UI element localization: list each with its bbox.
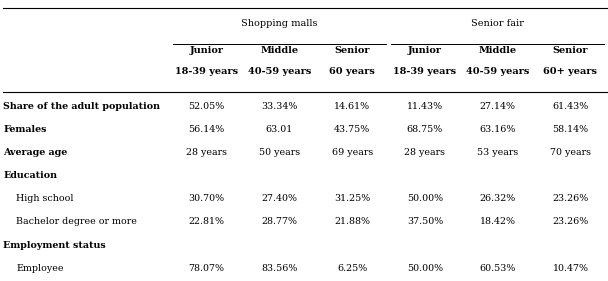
Text: 18.42%: 18.42%: [480, 217, 516, 226]
Text: Senior fair: Senior fair: [471, 19, 524, 28]
Text: 60 years: 60 years: [329, 67, 375, 76]
Text: 31.25%: 31.25%: [334, 194, 370, 203]
Text: 30.70%: 30.70%: [188, 194, 225, 203]
Text: 23.26%: 23.26%: [552, 217, 589, 226]
Text: High school: High school: [16, 194, 74, 203]
Text: 56.14%: 56.14%: [188, 125, 225, 134]
Text: 50.00%: 50.00%: [407, 194, 443, 203]
Text: 61.43%: 61.43%: [552, 102, 589, 111]
Text: 21.88%: 21.88%: [334, 217, 370, 226]
Text: Senior: Senior: [553, 46, 588, 55]
Text: 11.43%: 11.43%: [407, 102, 443, 111]
Text: 60.53%: 60.53%: [480, 264, 516, 273]
Text: Junior: Junior: [190, 46, 224, 55]
Text: 14.61%: 14.61%: [334, 102, 370, 111]
Text: 6.25%: 6.25%: [337, 264, 367, 273]
Text: 53 years: 53 years: [477, 148, 518, 157]
Text: 28 years: 28 years: [186, 148, 227, 157]
Text: 37.50%: 37.50%: [407, 217, 443, 226]
Text: 52.05%: 52.05%: [188, 102, 225, 111]
Text: 68.75%: 68.75%: [407, 125, 443, 134]
Text: 10.47%: 10.47%: [553, 264, 589, 273]
Text: Senior: Senior: [334, 46, 370, 55]
Text: 50.00%: 50.00%: [407, 264, 443, 273]
Text: Shopping malls: Shopping malls: [241, 19, 317, 28]
Text: 22.81%: 22.81%: [188, 217, 224, 226]
Text: 50 years: 50 years: [259, 148, 300, 157]
Text: Females: Females: [3, 125, 47, 134]
Text: 23.26%: 23.26%: [552, 194, 589, 203]
Text: 43.75%: 43.75%: [334, 125, 370, 134]
Text: Employment status: Employment status: [3, 241, 106, 250]
Text: 28.77%: 28.77%: [261, 217, 297, 226]
Text: Middle: Middle: [478, 46, 517, 55]
Text: Education: Education: [3, 171, 57, 180]
Text: 78.07%: 78.07%: [188, 264, 224, 273]
Text: Middle: Middle: [260, 46, 299, 55]
Text: 58.14%: 58.14%: [552, 125, 589, 134]
Text: Bachelor degree or more: Bachelor degree or more: [16, 217, 137, 226]
Text: 40-59 years: 40-59 years: [466, 67, 530, 76]
Text: 26.32%: 26.32%: [480, 194, 516, 203]
Text: 18-39 years: 18-39 years: [175, 67, 238, 76]
Text: Employee: Employee: [16, 264, 64, 273]
Text: Share of the adult population: Share of the adult population: [3, 102, 160, 111]
Text: 28 years: 28 years: [404, 148, 446, 157]
Text: Average age: Average age: [3, 148, 67, 157]
Text: 83.56%: 83.56%: [261, 264, 297, 273]
Text: 40-59 years: 40-59 years: [247, 67, 311, 76]
Text: 69 years: 69 years: [331, 148, 373, 157]
Text: 70 years: 70 years: [550, 148, 591, 157]
Text: 18-39 years: 18-39 years: [393, 67, 457, 76]
Text: 63.01: 63.01: [266, 125, 293, 134]
Text: 63.16%: 63.16%: [480, 125, 516, 134]
Text: 60+ years: 60+ years: [544, 67, 598, 76]
Text: 27.40%: 27.40%: [261, 194, 297, 203]
Text: 33.34%: 33.34%: [261, 102, 297, 111]
Text: 27.14%: 27.14%: [480, 102, 516, 111]
Text: Junior: Junior: [408, 46, 442, 55]
